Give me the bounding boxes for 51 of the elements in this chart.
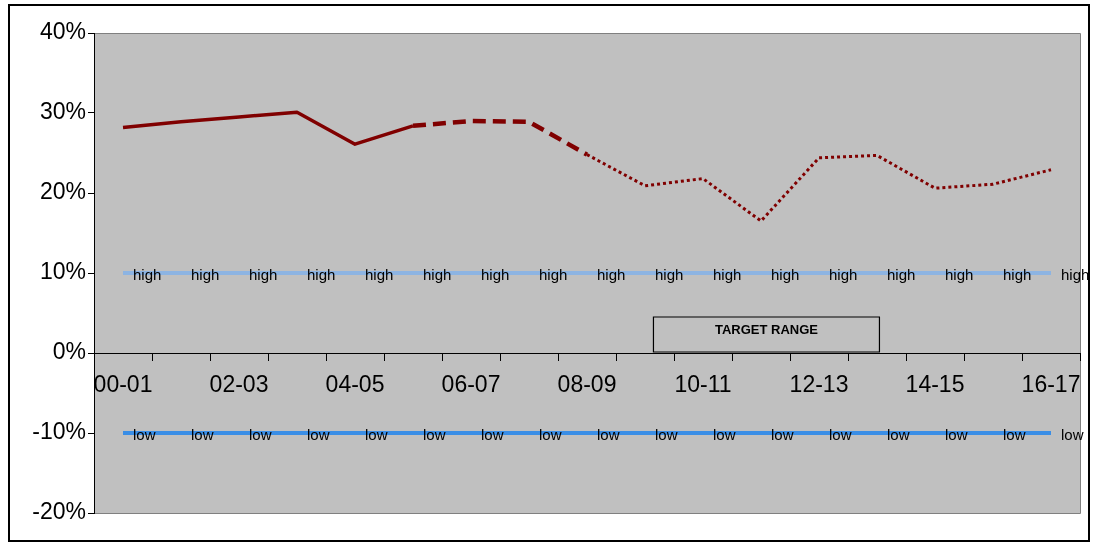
data-label: low — [307, 426, 330, 444]
data-label: low — [945, 426, 968, 444]
data-label: low — [539, 426, 562, 444]
data-label: high — [887, 266, 916, 284]
data-label: low — [1003, 426, 1026, 444]
data-label: low — [887, 426, 910, 444]
data-label: high — [597, 266, 626, 284]
y-tick-label: -10% — [32, 418, 86, 445]
y-tick-label: 30% — [39, 98, 86, 125]
x-tick-label: 14-15 — [905, 371, 965, 398]
data-label: low — [423, 426, 446, 444]
y-tick-label: -20% — [32, 498, 86, 525]
data-label: high — [655, 266, 684, 284]
x-tick-label: 12-13 — [789, 371, 849, 398]
data-label: low — [133, 426, 156, 444]
data-label: low — [365, 426, 388, 444]
data-label: high — [539, 266, 568, 284]
data-label: low — [1061, 426, 1084, 444]
data-label: high — [1003, 266, 1032, 284]
y-tick-label: 20% — [39, 178, 86, 205]
data-label: high — [191, 266, 220, 284]
y-tick-label: 0% — [52, 338, 86, 365]
x-tick-label: 02-03 — [209, 371, 269, 398]
data-label: low — [191, 426, 214, 444]
x-tick-label: 00-01 — [93, 371, 153, 398]
data-label: low — [655, 426, 678, 444]
data-label: high — [829, 266, 858, 284]
data-label: high — [307, 266, 336, 284]
data-label: high — [481, 266, 510, 284]
x-tick-label: 04-05 — [325, 371, 385, 398]
data-label: low — [249, 426, 272, 444]
y-tick-label: 10% — [39, 258, 86, 285]
x-tick-label: 10-11 — [674, 371, 732, 398]
data-label: high — [945, 266, 974, 284]
x-tick-label: 06-07 — [441, 371, 501, 398]
x-tick-label: 16-17 — [1021, 371, 1081, 398]
data-label: high — [365, 266, 394, 284]
annotation: TARGET RANGE — [714, 321, 819, 337]
x-tick-label: 08-09 — [557, 371, 617, 398]
data-label: low — [713, 426, 736, 444]
data-label: high — [249, 266, 278, 284]
data-label: low — [597, 426, 620, 444]
data-label: high — [423, 266, 452, 284]
data-label: high — [1061, 266, 1090, 284]
data-label: low — [771, 426, 794, 444]
data-label: low — [481, 426, 504, 444]
data-label: high — [133, 266, 162, 284]
data-label: high — [771, 266, 800, 284]
data-label: high — [713, 266, 742, 284]
y-tick-label: 40% — [39, 18, 86, 45]
data-label: low — [829, 426, 852, 444]
